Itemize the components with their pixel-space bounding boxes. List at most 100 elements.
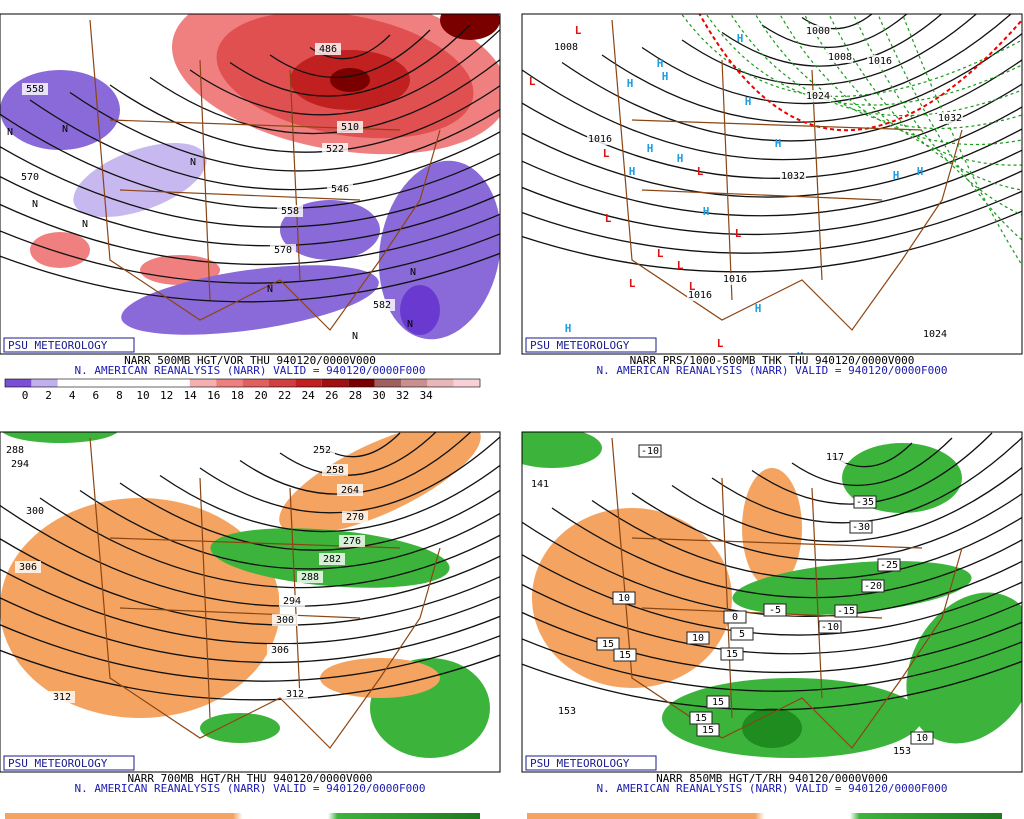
shaded-area xyxy=(440,14,500,40)
contour-label: 276 xyxy=(343,536,361,547)
contour-label: 522 xyxy=(326,144,344,155)
temp-label: -10 xyxy=(641,446,659,457)
label-bg xyxy=(2,444,28,456)
label-bg xyxy=(267,644,293,656)
label-bg xyxy=(554,705,580,717)
temp-label: -35 xyxy=(856,497,874,508)
contour-line xyxy=(109,84,500,153)
vorticity-marker: N xyxy=(410,267,416,278)
label-bg xyxy=(587,133,613,145)
map-background xyxy=(522,14,1022,354)
temp-label: 5 xyxy=(739,629,745,640)
label-bg xyxy=(987,353,1013,354)
contour-label: 282 xyxy=(323,554,341,565)
label-bg xyxy=(922,328,948,340)
scale-label: 26 xyxy=(325,389,338,402)
temp-box xyxy=(849,520,873,534)
scale-label: 16 xyxy=(207,389,220,402)
scale-swatch xyxy=(427,379,454,387)
contour-label: 1008 xyxy=(828,52,852,63)
contour-label: 582 xyxy=(373,300,391,311)
contour-line xyxy=(0,175,500,247)
label-bg xyxy=(282,688,308,700)
contour-label: 258 xyxy=(326,465,344,476)
temp-box xyxy=(853,495,877,509)
contour-label: 312 xyxy=(53,692,71,703)
contour-line xyxy=(0,596,500,664)
high-center: H xyxy=(629,165,636,178)
contour-label: 264 xyxy=(341,485,359,496)
contour-line xyxy=(0,649,500,701)
label-bg xyxy=(867,55,893,67)
contour-label: 288 xyxy=(6,445,24,456)
contour-line xyxy=(522,210,1022,273)
scale-bar xyxy=(527,813,1002,819)
label-bg xyxy=(277,205,303,217)
map-panel: 1000 1008 1008 1016 1024 1032 1016 1032 1016 1016… xyxy=(521,13,1023,377)
contour-label: 153 xyxy=(893,746,911,757)
contour-line xyxy=(189,28,500,116)
high-center: H xyxy=(745,95,752,108)
contour-label: 570 xyxy=(21,172,39,183)
temp-label: 15 xyxy=(695,713,707,724)
brand-box xyxy=(3,337,135,353)
high-center: H xyxy=(657,57,664,70)
scale-label: 12 xyxy=(160,389,173,402)
shaded-area xyxy=(732,560,972,616)
scale-label: 10 xyxy=(136,389,149,402)
label-bg xyxy=(297,571,323,583)
shaded-area xyxy=(906,592,1022,744)
temp-label: -15 xyxy=(837,606,855,617)
thickness-line xyxy=(779,14,1022,146)
scale-swatch xyxy=(242,379,269,387)
subcaption: N. AMERICAN REANALYSIS (NARR) VALID = 94… xyxy=(75,364,426,377)
label-bg xyxy=(272,614,298,626)
scale-swatch xyxy=(321,379,349,387)
vorticity-marker: N xyxy=(267,284,273,295)
contour-line xyxy=(591,499,1022,580)
contour-line xyxy=(159,464,500,533)
high-center: H xyxy=(703,205,710,218)
contour-line xyxy=(522,102,1022,179)
shaded-area xyxy=(742,468,802,588)
low-center: L xyxy=(677,259,684,272)
contour-line xyxy=(39,497,500,589)
temp-label: -20 xyxy=(864,581,882,592)
caption: NARR 700MB HGT/RH THU 940120/0000V000 xyxy=(127,772,372,785)
contour-line xyxy=(0,230,500,284)
map-area: 558 570 486 510 522 546 558 570 582 N N N N N N N N N xyxy=(0,14,500,354)
contour-line xyxy=(522,69,1022,161)
vorticity-marker: N xyxy=(190,157,196,168)
label-bg xyxy=(279,595,305,607)
contour-label: 252 xyxy=(313,445,331,456)
contour-label: 1016 xyxy=(868,56,892,67)
map-frame xyxy=(521,431,1023,773)
temp-label: 10 xyxy=(618,593,630,604)
scale-swatch xyxy=(348,379,375,387)
scale-label: 4 xyxy=(69,389,76,402)
label-bg xyxy=(937,112,963,124)
brand: PSU METEOROLOGY xyxy=(530,339,630,352)
contour-line xyxy=(801,14,873,30)
contour-line xyxy=(522,521,1022,617)
temp-box xyxy=(613,648,637,662)
contour-label: 300 xyxy=(26,506,44,517)
temp-box xyxy=(696,723,720,737)
contour-line xyxy=(0,623,500,682)
scale-swatch xyxy=(374,379,401,387)
label-bg xyxy=(339,535,365,547)
temp-box xyxy=(638,444,662,458)
thickness-line xyxy=(698,14,1022,132)
subcaption: N. AMERICAN REANALYSIS (NARR) VALID = 94… xyxy=(597,364,948,377)
contour-label: 1016 xyxy=(988,354,1012,365)
label-bg xyxy=(15,561,41,573)
contour-line xyxy=(229,24,471,97)
scale-label: 24 xyxy=(302,389,316,402)
scale-swatch xyxy=(216,379,243,387)
contour-label: 1032 xyxy=(938,113,962,124)
temp-label: -10 xyxy=(821,622,839,633)
scale-label: 28 xyxy=(349,389,362,402)
contour-label: 558 xyxy=(26,84,44,95)
